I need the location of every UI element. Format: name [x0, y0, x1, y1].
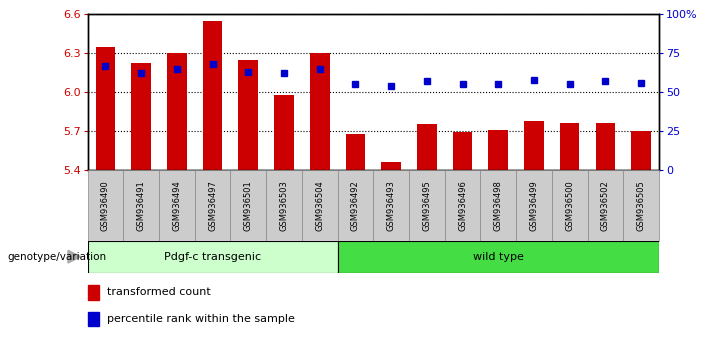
Text: GSM936494: GSM936494 [172, 180, 182, 231]
Text: genotype/variation: genotype/variation [7, 252, 106, 262]
Bar [417, 125, 437, 170]
Text: GSM936503: GSM936503 [280, 180, 289, 231]
Bar [489, 130, 508, 170]
Bar [274, 95, 294, 170]
Bar [596, 123, 615, 170]
Bar [338, 170, 373, 241]
Bar [88, 241, 338, 273]
Bar [302, 170, 338, 241]
Bar [480, 170, 516, 241]
Bar [159, 170, 195, 241]
Text: wild type: wild type [472, 252, 524, 262]
Bar [453, 132, 472, 170]
Polygon shape [68, 250, 81, 263]
Bar [238, 59, 258, 170]
Bar [444, 170, 480, 241]
Text: GSM936500: GSM936500 [565, 180, 574, 231]
Bar [310, 53, 329, 170]
Bar [409, 170, 444, 241]
Bar [373, 170, 409, 241]
Text: Pdgf-c transgenic: Pdgf-c transgenic [164, 252, 261, 262]
Bar [167, 53, 186, 170]
Bar [338, 241, 659, 273]
Text: GSM936495: GSM936495 [422, 180, 431, 231]
Text: GSM936497: GSM936497 [208, 180, 217, 231]
Text: GSM936492: GSM936492 [351, 180, 360, 231]
Bar [88, 170, 123, 241]
Text: GSM936505: GSM936505 [637, 180, 646, 231]
Bar [552, 170, 587, 241]
Bar [88, 312, 99, 326]
Bar [88, 285, 99, 300]
Bar [266, 170, 302, 241]
Bar [123, 170, 159, 241]
Bar [560, 123, 580, 170]
Bar [587, 170, 623, 241]
Bar [524, 121, 544, 170]
Text: GSM936491: GSM936491 [137, 180, 146, 231]
Text: percentile rank within the sample: percentile rank within the sample [107, 314, 294, 324]
Bar [632, 131, 651, 170]
Text: GSM936502: GSM936502 [601, 180, 610, 231]
Text: transformed count: transformed count [107, 287, 210, 297]
Bar [516, 170, 552, 241]
Text: GSM936496: GSM936496 [458, 180, 467, 231]
Bar [195, 170, 231, 241]
Bar [231, 170, 266, 241]
Text: GSM936490: GSM936490 [101, 180, 110, 231]
Bar [203, 21, 222, 170]
Text: GSM936501: GSM936501 [244, 180, 253, 231]
Text: GSM936498: GSM936498 [494, 180, 503, 231]
Bar [95, 47, 115, 170]
Text: GSM936493: GSM936493 [387, 180, 395, 231]
Bar [381, 162, 401, 170]
Text: GSM936504: GSM936504 [315, 180, 325, 231]
Bar [346, 133, 365, 170]
Bar [131, 63, 151, 170]
Text: GSM936499: GSM936499 [529, 180, 538, 231]
Bar [623, 170, 659, 241]
